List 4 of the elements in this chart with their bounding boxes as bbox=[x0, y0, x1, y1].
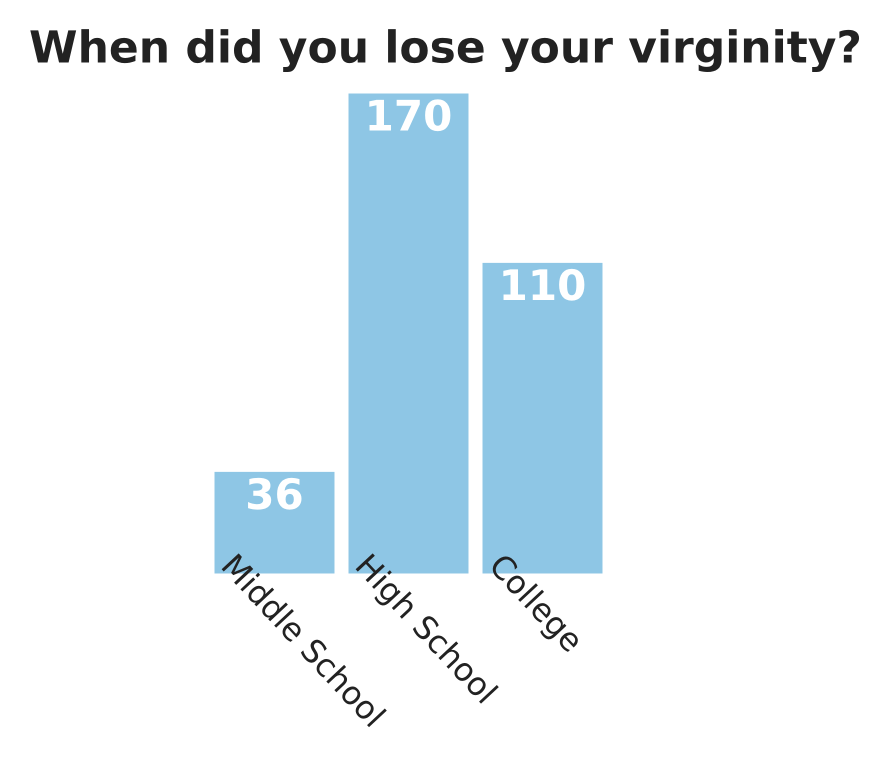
chart-title: When did you lose your virginity? bbox=[29, 22, 862, 74]
data-label: 170 bbox=[364, 92, 452, 140]
data-label: 36 bbox=[245, 470, 304, 519]
data-label: 110 bbox=[498, 260, 586, 310]
